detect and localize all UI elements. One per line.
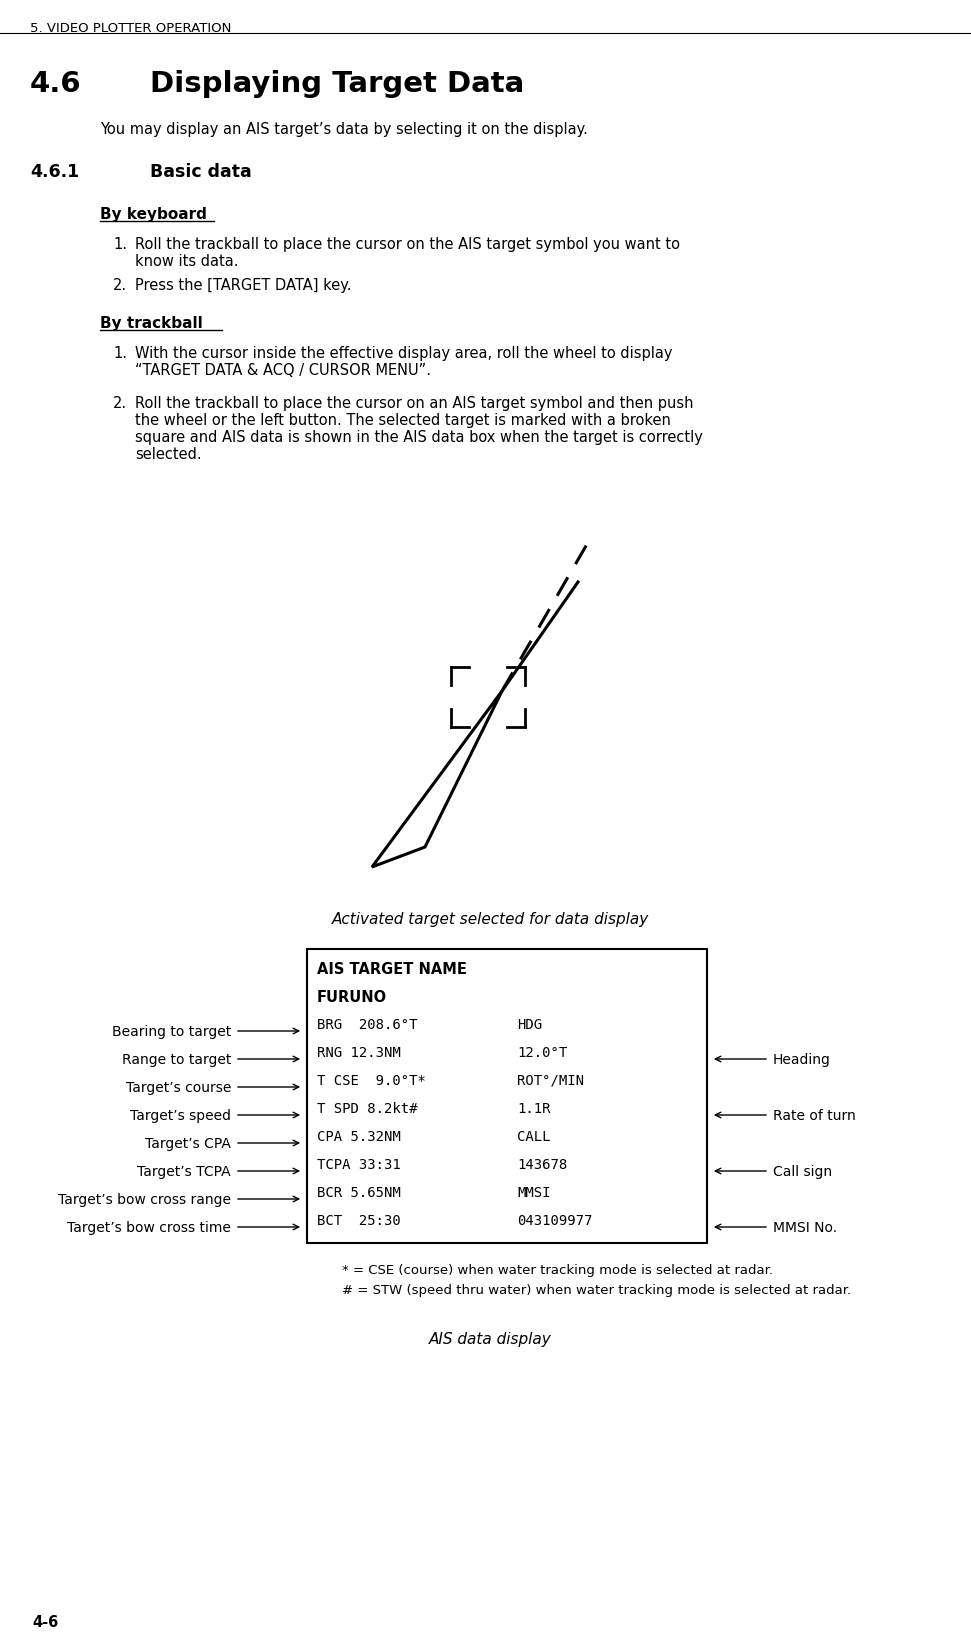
- Text: CPA 5.32NM: CPA 5.32NM: [317, 1129, 401, 1144]
- Text: selected.: selected.: [135, 447, 202, 462]
- Text: 2.: 2.: [113, 277, 127, 292]
- Text: Rate of turn: Rate of turn: [773, 1108, 855, 1123]
- Text: FURUNO: FURUNO: [317, 989, 387, 1004]
- Text: RNG 12.3NM: RNG 12.3NM: [317, 1046, 401, 1059]
- Text: Roll the trackball to place the cursor on the AIS target symbol you want to: Roll the trackball to place the cursor o…: [135, 237, 680, 251]
- Text: BCR 5.65NM: BCR 5.65NM: [317, 1185, 401, 1200]
- Text: 1.1R: 1.1R: [517, 1102, 551, 1115]
- Text: ROT°/MIN: ROT°/MIN: [517, 1074, 584, 1087]
- Text: 2.: 2.: [113, 395, 127, 411]
- Text: 143678: 143678: [517, 1157, 567, 1172]
- Text: By keyboard: By keyboard: [100, 207, 207, 222]
- Text: Activated target selected for data display: Activated target selected for data displ…: [331, 911, 649, 927]
- Text: You may display an AIS target’s data by selecting it on the display.: You may display an AIS target’s data by …: [100, 122, 587, 137]
- Text: HDG: HDG: [517, 1017, 542, 1031]
- Text: square and AIS data is shown in the AIS data box when the target is correctly: square and AIS data is shown in the AIS …: [135, 429, 703, 446]
- Text: Target’s course: Target’s course: [125, 1080, 231, 1095]
- Text: 4.6.1: 4.6.1: [30, 163, 80, 181]
- Text: T SPD 8.2kt#: T SPD 8.2kt#: [317, 1102, 418, 1115]
- Text: Target’s bow cross range: Target’s bow cross range: [58, 1193, 231, 1206]
- Text: # = STW (speed thru water) when water tracking mode is selected at radar.: # = STW (speed thru water) when water tr…: [342, 1283, 852, 1296]
- Text: Displaying Target Data: Displaying Target Data: [150, 70, 524, 98]
- Text: By trackball: By trackball: [100, 317, 203, 331]
- Text: MMSI: MMSI: [517, 1185, 551, 1200]
- Text: 1.: 1.: [113, 237, 127, 251]
- Text: AIS TARGET NAME: AIS TARGET NAME: [317, 961, 467, 976]
- Text: Range to target: Range to target: [121, 1053, 231, 1066]
- Text: AIS data display: AIS data display: [428, 1332, 552, 1346]
- Text: CALL: CALL: [517, 1129, 551, 1144]
- Text: Basic data: Basic data: [150, 163, 251, 181]
- Text: Roll the trackball to place the cursor on an AIS target symbol and then push: Roll the trackball to place the cursor o…: [135, 395, 693, 411]
- Text: Target’s speed: Target’s speed: [130, 1108, 231, 1123]
- Bar: [307, 950, 707, 1244]
- Text: Call sign: Call sign: [773, 1164, 832, 1178]
- Text: T CSE  9.0°T*: T CSE 9.0°T*: [317, 1074, 426, 1087]
- Text: 12.0°T: 12.0°T: [517, 1046, 567, 1059]
- Text: know its data.: know its data.: [135, 255, 239, 269]
- Text: Bearing to target: Bearing to target: [112, 1025, 231, 1038]
- Text: Target’s CPA: Target’s CPA: [145, 1136, 231, 1151]
- Text: MMSI No.: MMSI No.: [773, 1221, 837, 1234]
- Text: 1.: 1.: [113, 346, 127, 361]
- Text: Press the [TARGET DATA] key.: Press the [TARGET DATA] key.: [135, 277, 352, 292]
- Text: the wheel or the left button. The selected target is marked with a broken: the wheel or the left button. The select…: [135, 413, 671, 428]
- Text: Target’s TCPA: Target’s TCPA: [137, 1164, 231, 1178]
- Text: 5. VIDEO PLOTTER OPERATION: 5. VIDEO PLOTTER OPERATION: [30, 21, 231, 34]
- Text: BCT  25:30: BCT 25:30: [317, 1213, 401, 1227]
- Text: Target’s bow cross time: Target’s bow cross time: [67, 1221, 231, 1234]
- Text: “TARGET DATA & ACQ / CURSOR MENU”.: “TARGET DATA & ACQ / CURSOR MENU”.: [135, 362, 431, 377]
- Text: With the cursor inside the effective display area, roll the wheel to display: With the cursor inside the effective dis…: [135, 346, 673, 361]
- Text: 4-6: 4-6: [32, 1614, 58, 1629]
- Text: 043109977: 043109977: [517, 1213, 592, 1227]
- Text: TCPA 33:31: TCPA 33:31: [317, 1157, 401, 1172]
- Text: * = CSE (course) when water tracking mode is selected at radar.: * = CSE (course) when water tracking mod…: [342, 1263, 773, 1276]
- Text: BRG  208.6°T: BRG 208.6°T: [317, 1017, 418, 1031]
- Text: 4.6: 4.6: [30, 70, 82, 98]
- Text: Heading: Heading: [773, 1053, 831, 1066]
